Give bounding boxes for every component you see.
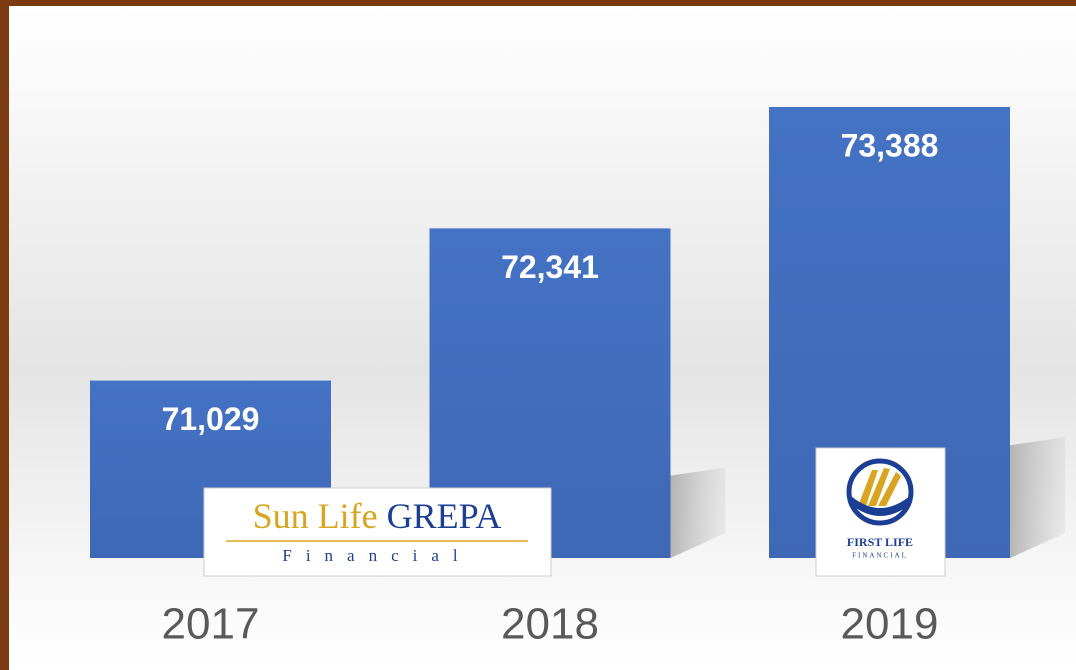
logo-title: FIRST LIFE <box>847 535 913 549</box>
logo-icon-stripes <box>858 468 901 506</box>
value-label: 73,388 <box>841 127 939 163</box>
logo-subtitle: Financial <box>282 546 471 565</box>
x-tick-label: 2019 <box>841 600 939 649</box>
bar-shadow <box>670 467 726 558</box>
logo-first-life: FIRST LIFE FINANCIAL <box>815 447 946 577</box>
bar-shadow <box>1010 437 1065 558</box>
logo-title: Sun Life GREPA <box>253 496 502 536</box>
logo-box <box>203 487 552 577</box>
logo-subtitle: FINANCIAL <box>852 552 908 560</box>
value-label: 71,029 <box>162 401 260 437</box>
logo-sun-life: Sun Life GREPA Financial <box>203 487 552 577</box>
logo-icon <box>846 458 914 526</box>
value-label: 72,341 <box>501 249 599 285</box>
labels: 2017 71,029 2018 72,341 2019 73,388 <box>162 127 939 648</box>
x-tick-label: 2017 <box>162 600 260 649</box>
logo-icon-base <box>851 496 910 516</box>
x-tick-label: 2018 <box>501 600 599 649</box>
